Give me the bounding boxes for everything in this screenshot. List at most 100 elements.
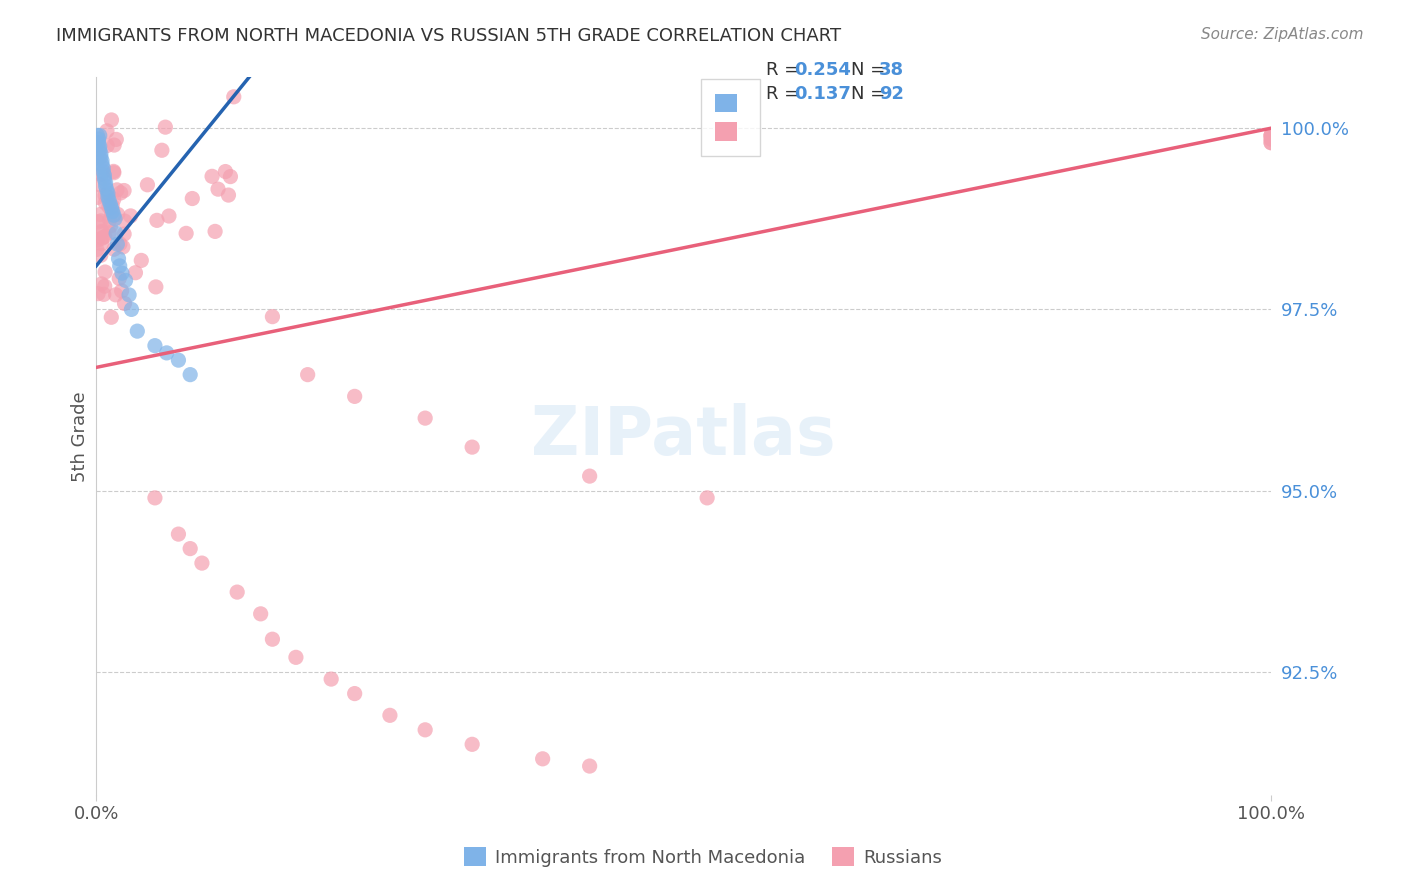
Point (87, 286, 110, 301)
Point (86, 128, 108, 143)
Point (1260, 128, 1282, 143)
Point (105, 132, 128, 146)
Point (89, 139, 111, 153)
Point (87, 215, 110, 229)
Point (111, 266, 134, 280)
Point (696, 491, 718, 505)
Point (531, 752, 554, 766)
Point (578, 759, 600, 773)
Point (90, 150, 112, 164)
Point (94, 229, 117, 244)
Text: ZIPatlas: ZIPatlas (531, 403, 837, 469)
Point (89, 143, 111, 157)
Point (91, 164, 114, 178)
Point (94, 188, 117, 202)
Point (93, 287, 115, 301)
Point (1260, 132, 1282, 146)
Point (124, 266, 146, 280)
Point (1260, 128, 1282, 143)
Point (578, 469, 600, 483)
Point (103, 166, 125, 180)
Text: R =: R = (766, 61, 806, 78)
Text: N =: N = (851, 61, 890, 78)
Point (321, 672, 343, 686)
Point (1260, 132, 1282, 146)
Point (145, 280, 167, 294)
Point (90, 236, 112, 251)
Point (204, 224, 226, 238)
Point (91, 225, 114, 239)
Point (167, 353, 190, 368)
Point (96, 138, 118, 153)
Point (100, 205, 122, 219)
Point (91, 231, 114, 245)
Point (90, 224, 112, 238)
Point (100, 201, 122, 215)
Point (226, 585, 249, 599)
Point (104, 288, 127, 302)
Point (179, 541, 201, 556)
Point (100, 112, 122, 127)
Point (413, 723, 436, 737)
Point (103, 208, 125, 222)
Point (103, 164, 125, 178)
Point (96, 183, 118, 197)
Point (89, 178, 111, 192)
Text: Source: ZipAtlas.com: Source: ZipAtlas.com (1201, 27, 1364, 42)
Point (93, 172, 115, 186)
Point (91, 161, 114, 175)
Point (110, 186, 132, 200)
Point (114, 296, 136, 310)
Point (91, 157, 114, 171)
Point (378, 708, 401, 723)
Point (114, 214, 136, 228)
Point (284, 650, 307, 665)
Point (343, 389, 366, 403)
Point (155, 120, 177, 135)
Text: IMMIGRANTS FROM NORTH MACEDONIA VS RUSSIAN 5TH GRADE CORRELATION CHART: IMMIGRANTS FROM NORTH MACEDONIA VS RUSSI… (56, 27, 841, 45)
Point (157, 209, 180, 223)
Point (1260, 136, 1282, 150)
Point (108, 271, 131, 285)
Point (461, 440, 484, 454)
Point (94, 195, 117, 210)
Point (93, 279, 115, 293)
Point (105, 183, 128, 197)
Point (120, 302, 142, 317)
Point (129, 253, 152, 268)
Point (98, 197, 121, 211)
Point (98, 226, 121, 240)
Point (262, 632, 284, 647)
Point (86, 190, 108, 204)
Point (87, 132, 110, 146)
Point (93, 169, 115, 183)
Point (103, 192, 125, 206)
Point (112, 227, 135, 241)
Point (167, 527, 190, 541)
Point (89, 128, 111, 143)
Point (101, 199, 124, 213)
Text: 38: 38 (879, 61, 904, 78)
Point (87, 151, 110, 165)
Point (87, 136, 110, 150)
Point (174, 227, 197, 241)
Point (120, 209, 142, 223)
Point (100, 219, 122, 233)
Text: N =: N = (851, 85, 890, 103)
Point (104, 211, 127, 226)
Point (179, 368, 201, 382)
Point (105, 227, 128, 241)
Point (90, 146, 112, 161)
Point (94, 265, 117, 279)
Point (107, 207, 129, 221)
Text: 0.254: 0.254 (794, 61, 851, 78)
Point (217, 188, 239, 202)
Point (97, 186, 120, 201)
Legend: , : , (700, 79, 761, 156)
Point (105, 237, 128, 252)
Point (107, 252, 129, 266)
Point (108, 259, 131, 273)
Point (207, 182, 229, 196)
Point (98, 213, 121, 227)
Point (90, 214, 112, 228)
